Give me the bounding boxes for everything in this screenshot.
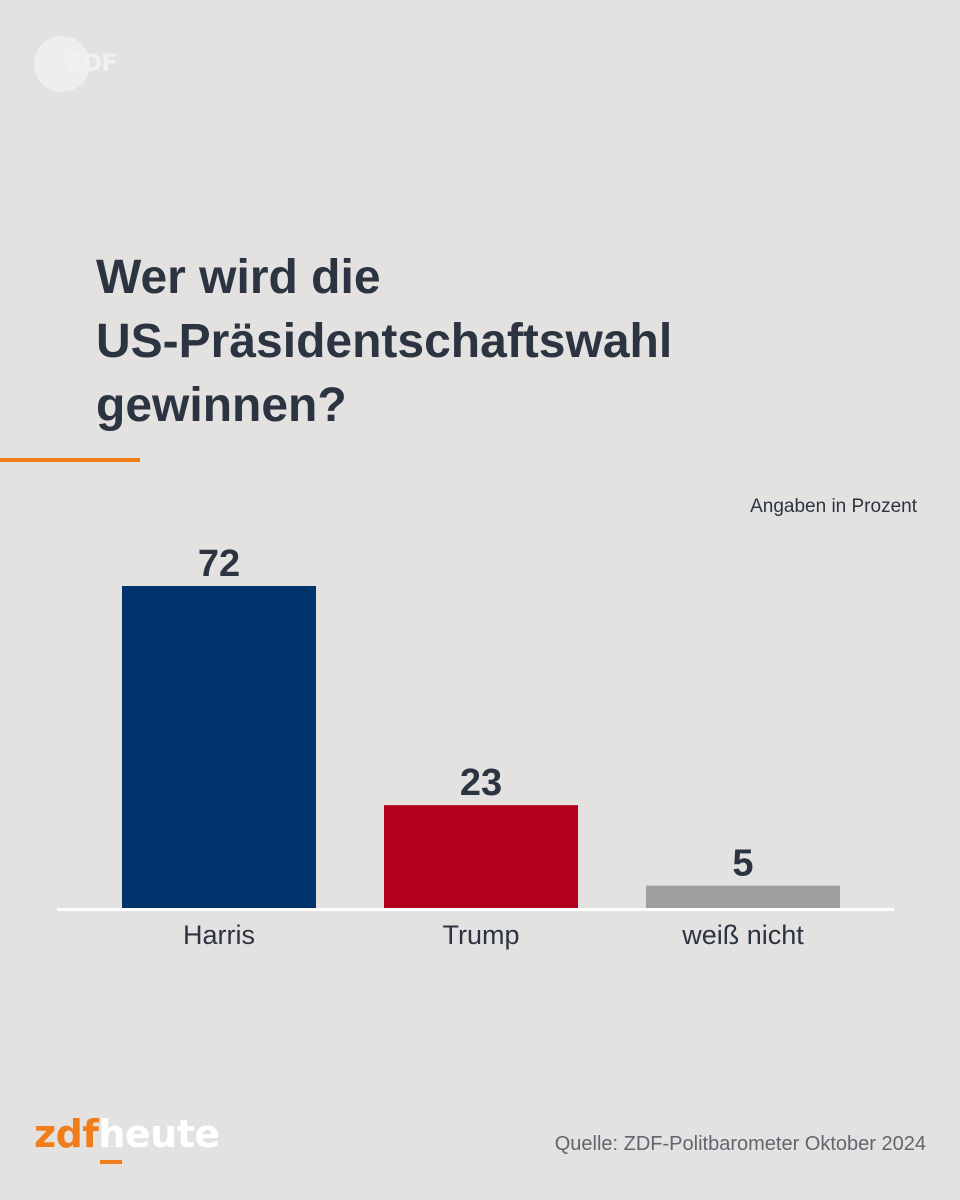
bar-1: [122, 586, 316, 908]
chart-title: Wer wird die US-Präsidentschaftswahl gew…: [96, 246, 896, 438]
zdfheute-logo-heute: heute: [98, 1112, 220, 1164]
zdf-logo-text: ZDF: [66, 49, 118, 77]
unit-note: Angaben in Prozent: [750, 496, 917, 517]
bar-3: [646, 885, 840, 908]
category-label-1: Harris: [183, 920, 255, 950]
chart-title-line-3: gewinnen?: [96, 379, 347, 432]
bar-2: [384, 805, 578, 908]
source-note: Quelle: ZDF-Politbarometer Oktober 2024: [554, 1133, 926, 1155]
zdfheute-logo-underline: [100, 1160, 123, 1164]
bar-value-label-2: 23: [460, 762, 502, 804]
zdfheute-logo-zdf: zdf: [34, 1112, 99, 1156]
zdf-logo-circle: [34, 36, 90, 92]
category-label-3: weiß nicht: [681, 920, 804, 950]
bar-value-label-3: 5: [732, 843, 753, 885]
zdfheute-logo-heute-text: heute: [98, 1112, 220, 1156]
title-accent-rule: [0, 458, 140, 462]
chart-title-line-1: Wer wird die: [96, 251, 381, 304]
category-label-2: Trump: [442, 920, 519, 950]
bar-value-label-1: 72: [198, 543, 240, 585]
zdfheute-logo: zdfheute: [34, 1112, 220, 1164]
chart-title-line-2: US-Präsidentschaftswahl: [96, 315, 673, 368]
